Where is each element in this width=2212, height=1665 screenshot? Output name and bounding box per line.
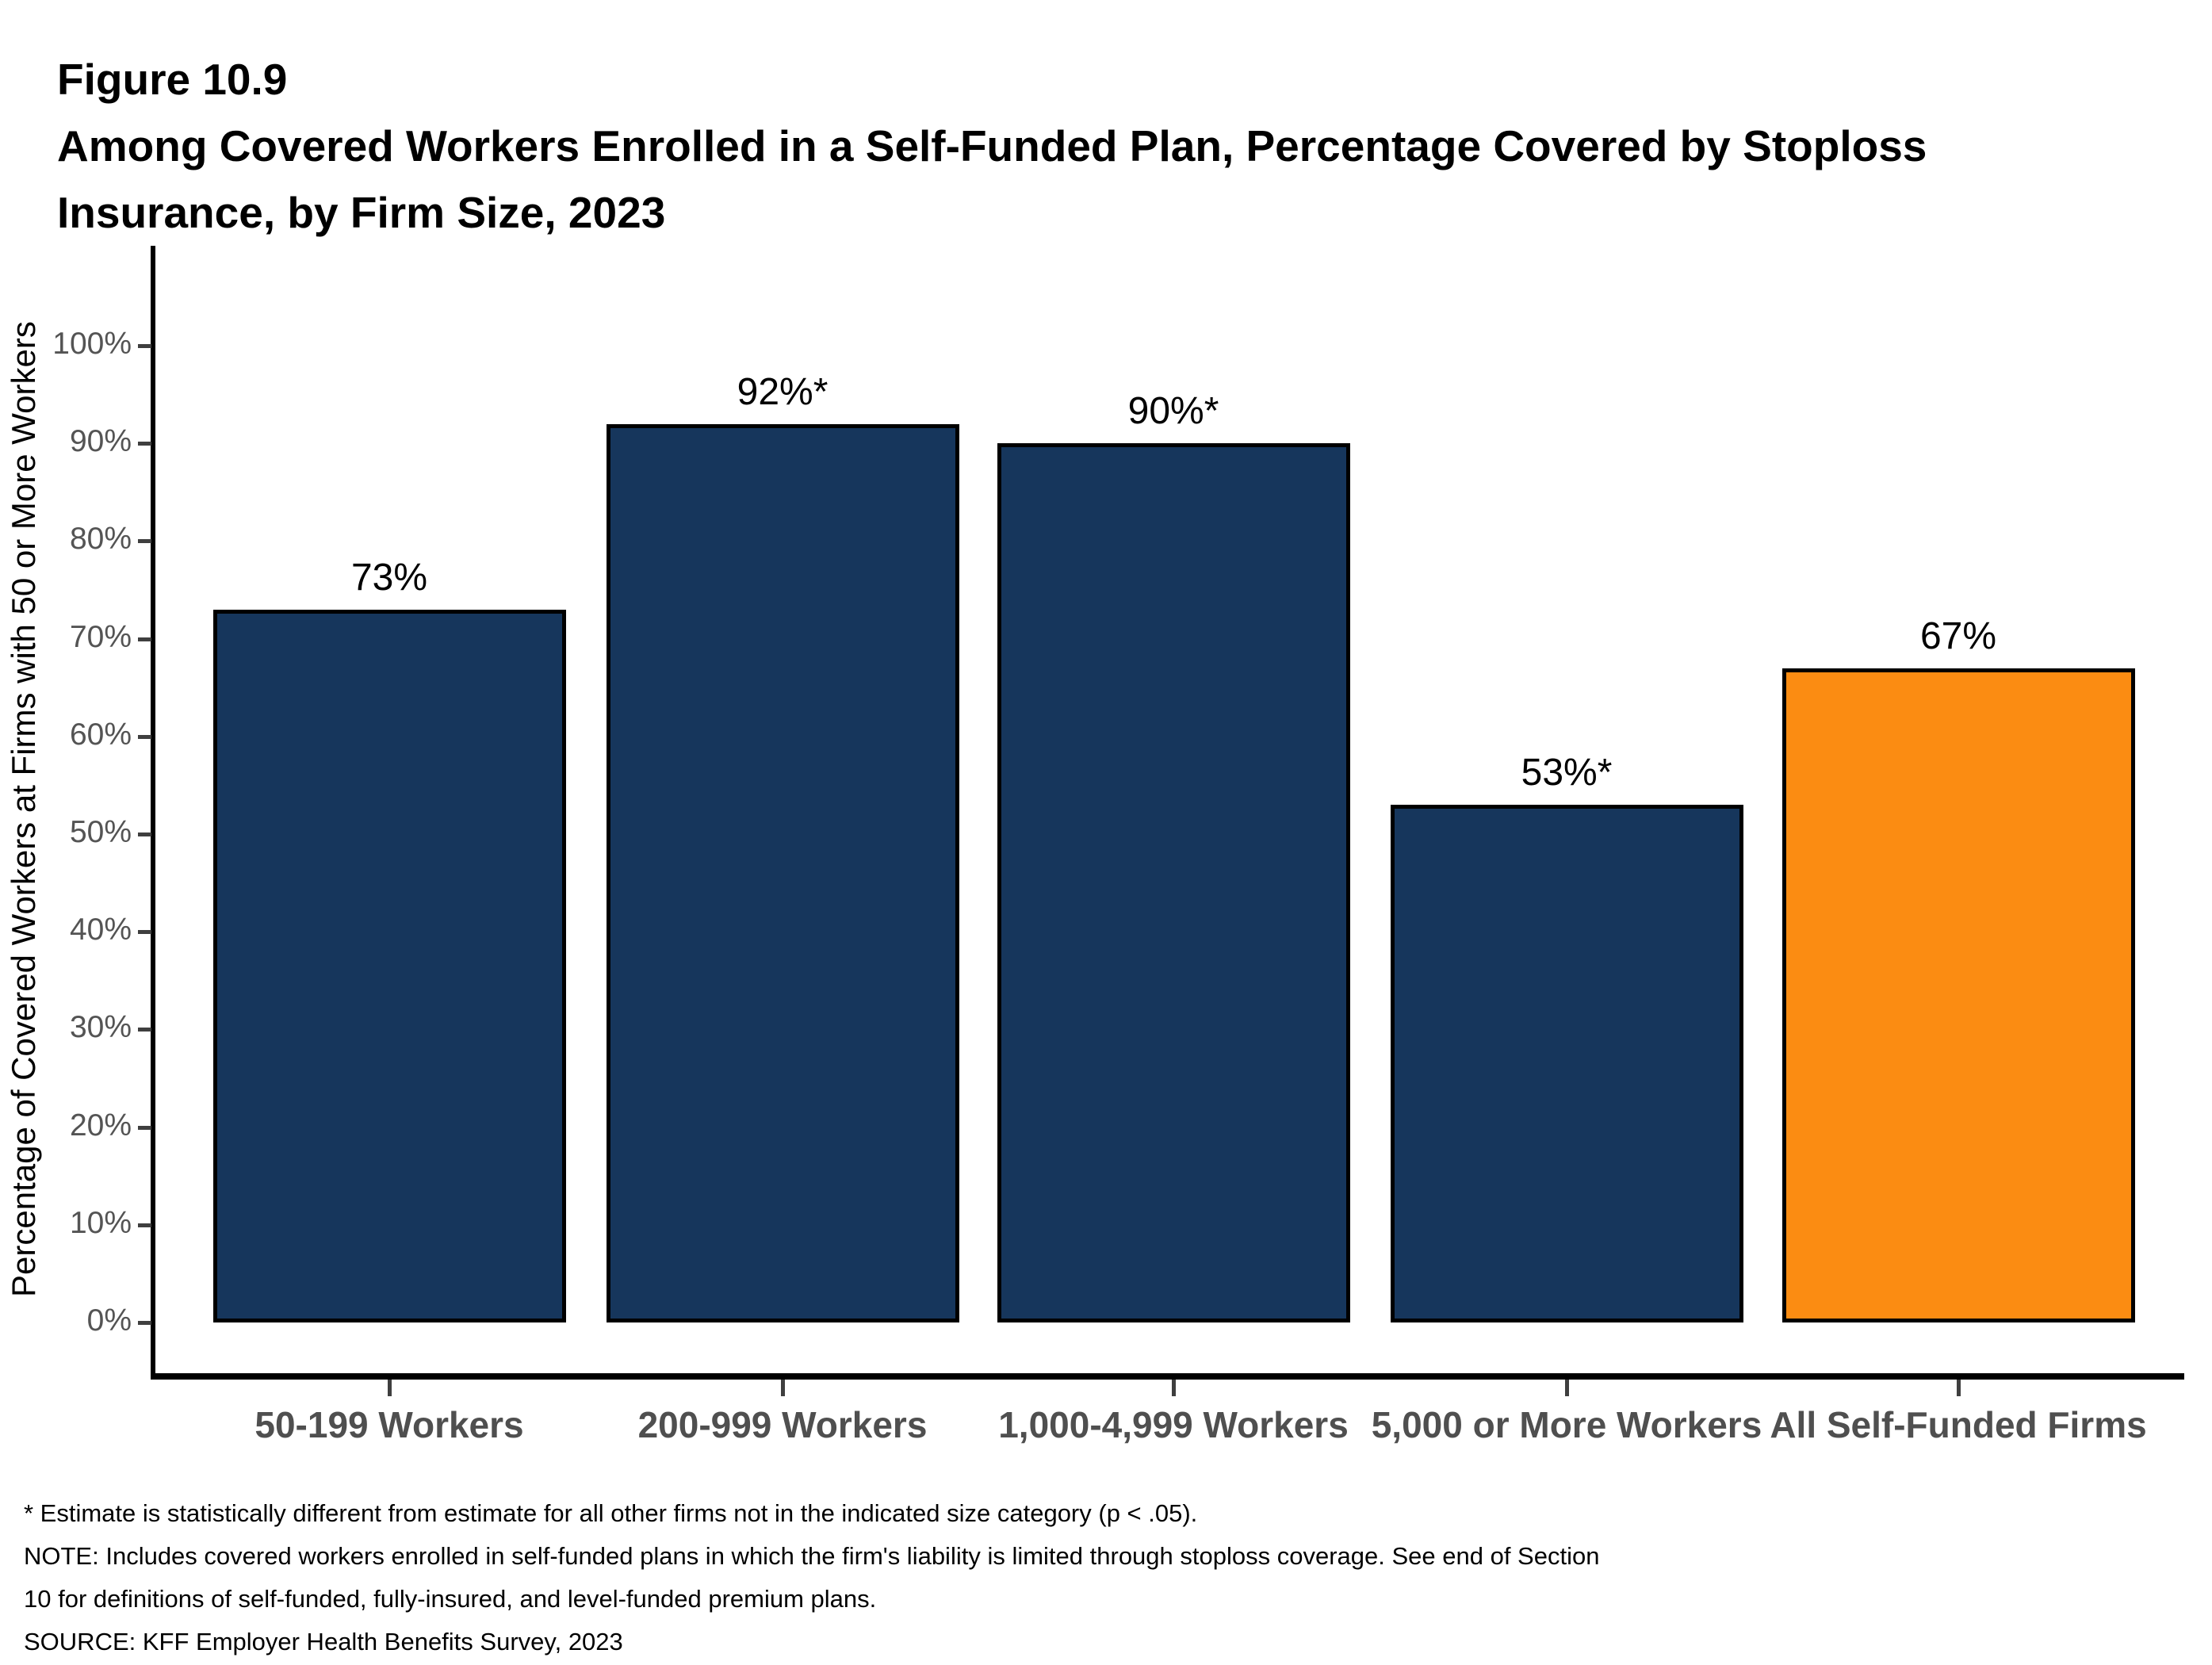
bar-1-000-4-999-workers	[997, 443, 1350, 1322]
y-axis-tick	[138, 734, 151, 739]
bar-50-199-workers	[212, 610, 566, 1322]
y-axis-tick	[138, 1125, 151, 1130]
y-axis-tick-label: 10%	[69, 1205, 132, 1240]
footnotes: * Estimate is statistically different fr…	[24, 1492, 1599, 1663]
bar-200-999-workers	[606, 424, 959, 1322]
note-line2: 10 for definitions of self-funded, fully…	[24, 1585, 877, 1613]
y-axis-tick-label: 100%	[52, 327, 132, 361]
x-axis-category-label: 200-999 Workers	[637, 1404, 928, 1445]
y-axis-tick-label: 20%	[69, 1108, 132, 1143]
y-axis-tick	[138, 1028, 151, 1032]
x-axis-category-label: 1,000-4,999 Workers	[998, 1404, 1349, 1445]
bar-5-000-or-more-workers	[1390, 805, 1743, 1322]
x-axis-line	[151, 1373, 2184, 1380]
y-axis-tick-label: 60%	[69, 717, 132, 752]
chart-title-line2: Insurance, by Firm Size, 2023	[57, 188, 666, 237]
bar-value-label: 53%*	[1521, 752, 1613, 794]
y-axis-tick-label: 0%	[86, 1303, 132, 1338]
star-note: * Estimate is statistically different fr…	[24, 1499, 1198, 1527]
y-axis-tick	[138, 539, 151, 544]
figure-number: Figure 10.9	[57, 55, 288, 104]
bar-value-label: 90%*	[1127, 390, 1219, 432]
source-note: SOURCE: KFF Employer Health Benefits Sur…	[24, 1628, 623, 1655]
y-axis-tick-label: 40%	[69, 913, 132, 947]
y-axis-tick	[138, 637, 151, 641]
x-axis-tick	[1565, 1380, 1569, 1396]
y-axis-tick	[138, 1321, 151, 1325]
x-axis-tick	[1957, 1380, 1961, 1396]
bar-value-label: 92%*	[737, 371, 829, 413]
x-axis-category-label: All Self-Funded Firms	[1770, 1404, 2147, 1445]
note-line1: NOTE: Includes covered workers enrolled …	[24, 1542, 1600, 1570]
bar-value-label: 67%	[1919, 615, 1997, 657]
chart-title-line1: Among Covered Workers Enrolled in a Self…	[57, 121, 1927, 170]
y-axis-tick-label: 30%	[69, 1010, 132, 1045]
x-axis-tick	[1172, 1380, 1176, 1396]
figure-header: Figure 10.9 Among Covered Workers Enroll…	[57, 46, 1927, 246]
y-axis-tick	[138, 930, 151, 935]
x-axis-tick	[781, 1380, 785, 1396]
y-axis-line	[151, 246, 155, 1380]
y-axis-tick-label: 90%	[69, 424, 132, 459]
y-axis-tick	[138, 344, 151, 348]
bar-all-self-funded-firms	[1781, 668, 2135, 1322]
y-axis-tick	[138, 832, 151, 836]
bar-value-label: 73%	[350, 557, 428, 599]
y-axis-tick	[138, 1223, 151, 1227]
y-axis-tick-label: 50%	[69, 815, 132, 849]
y-axis-tick-label: 80%	[69, 522, 132, 557]
x-axis-category-label: 5,000 or More Workers	[1371, 1404, 1762, 1445]
x-axis-tick	[388, 1380, 392, 1396]
y-axis-tick	[138, 442, 151, 446]
y-axis-tick-label: 70%	[69, 619, 132, 654]
x-axis-category-label: 50-199 Workers	[254, 1404, 524, 1445]
